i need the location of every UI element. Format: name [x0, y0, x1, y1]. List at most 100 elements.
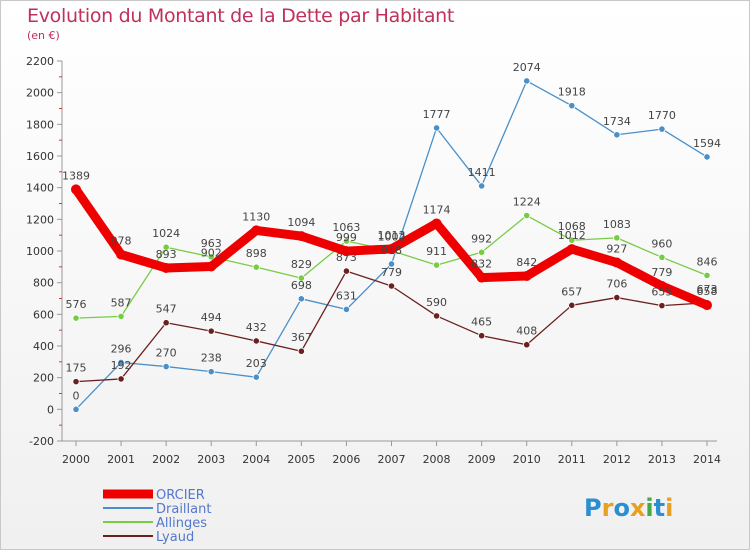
series-layer: [71, 77, 712, 413]
chart-unit: (en €): [27, 29, 60, 42]
data-point-lyaud: [568, 301, 576, 309]
data-label-allinges: 587: [111, 296, 132, 309]
y-tick-label: 2200: [26, 55, 54, 68]
y-tick-label: 600: [33, 308, 54, 321]
x-tick-label: 2013: [648, 453, 676, 466]
data-point-draillant: [72, 405, 80, 413]
legend-label-lyaud: Lyaud: [156, 530, 194, 545]
data-label-orcier: 832: [471, 258, 492, 271]
data-label-lyaud: 367: [291, 331, 312, 344]
data-point-allinges: [703, 271, 711, 279]
data-point-lyaud: [297, 347, 305, 355]
data-label-lyaud: 873: [336, 251, 357, 264]
data-point-lyaud: [387, 282, 396, 290]
data-point-orcier: [386, 243, 397, 254]
data-point-orcier: [206, 261, 217, 272]
legend-label-draillant: Draillant: [156, 502, 211, 517]
data-label-allinges: 960: [651, 237, 672, 250]
data-label-lyaud: 706: [606, 278, 627, 291]
data-point-draillant: [342, 305, 351, 314]
data-point-allinges: [117, 312, 125, 320]
data-point-orcier: [656, 280, 667, 291]
data-point-allinges: [478, 248, 486, 256]
data-point-draillant: [432, 124, 441, 132]
x-tick-label: 2003: [197, 453, 225, 466]
data-point-allinges: [613, 234, 621, 242]
data-point-allinges: [342, 237, 351, 245]
data-label-lyaud: 465: [471, 316, 492, 329]
data-point-draillant: [387, 260, 396, 268]
axes: -200 0 200 400 600 800 1000 1200 1400 1600 1800 200…: [26, 55, 721, 466]
data-label-draillant: 270: [156, 347, 177, 360]
data-point-lyaud: [117, 375, 125, 383]
data-point-lyaud: [432, 312, 441, 320]
data-label-draillant: 1918: [558, 86, 586, 99]
data-point-allinges: [162, 243, 170, 251]
data-point-lyaud: [658, 302, 666, 310]
data-label-orcier: 1130: [242, 210, 270, 223]
data-point-orcier: [161, 262, 172, 273]
x-tick-label: 2007: [378, 453, 406, 466]
logo-letter: o: [613, 494, 630, 522]
data-label-draillant: 1770: [648, 109, 676, 122]
data-point-allinges: [252, 263, 260, 271]
data-label-draillant: 1411: [468, 166, 496, 179]
data-label-draillant: 1594: [693, 137, 721, 150]
x-tick-label: 2009: [468, 453, 496, 466]
data-point-lyaud: [613, 293, 621, 302]
data-point-orcier: [116, 249, 127, 260]
x-tick-label: 2011: [558, 453, 586, 466]
x-tick-label: 2004: [242, 453, 270, 466]
data-labels-layer: 0 296 270 238 203 698 631 918 1777 1411 2074 1918 17…: [62, 61, 721, 402]
x-tick-label: 2008: [423, 453, 451, 466]
data-point-orcier: [611, 257, 622, 268]
y-tick-label: 400: [33, 340, 54, 353]
data-point-orcier: [431, 218, 442, 229]
legend-label-allinges: Allinges: [156, 516, 207, 531]
data-point-draillant: [207, 368, 215, 376]
x-tick-label: 2014: [693, 453, 721, 466]
data-label-orcier: 978: [111, 234, 132, 247]
data-label-orcier: 893: [156, 248, 177, 261]
data-point-lyaud: [162, 319, 170, 327]
data-label-allinges: 963: [201, 237, 222, 250]
data-label-lyaud: 432: [246, 321, 267, 334]
data-label-orcier: 842: [516, 256, 537, 269]
logo-letter: t: [654, 494, 665, 522]
data-label-allinges: 992: [471, 232, 492, 245]
data-point-draillant: [658, 125, 666, 133]
data-point-allinges: [568, 236, 576, 244]
logo-letter: i: [645, 494, 653, 522]
data-label-orcier: 999: [336, 231, 357, 244]
logo-letter: i: [665, 494, 673, 522]
data-label-orcier: 779: [651, 266, 672, 279]
data-label-draillant: 296: [111, 342, 132, 355]
data-label-draillant: 203: [246, 357, 267, 370]
y-tick-label: -200: [29, 435, 54, 448]
proxiti-logo-text: Proxiti: [584, 494, 673, 522]
data-label-lyaud: 494: [201, 311, 222, 324]
chart-title: Evolution du Montant de la Dette par Hab…: [27, 5, 455, 27]
x-tick-label: 2006: [332, 453, 360, 466]
data-point-orcier: [251, 225, 262, 236]
data-label-draillant: 1734: [603, 115, 631, 128]
y-tick-label: 0: [47, 403, 54, 416]
data-point-draillant: [523, 77, 531, 85]
y-tick-label: 1800: [26, 118, 54, 131]
data-label-allinges: 829: [291, 258, 312, 271]
data-label-orcier: 902: [201, 247, 222, 260]
x-tick-label: 2005: [287, 453, 315, 466]
data-point-draillant: [252, 373, 260, 381]
data-label-orcier: 658: [697, 285, 718, 298]
data-point-lyaud: [478, 332, 486, 340]
data-point-allinges: [207, 253, 215, 261]
data-label-lyaud: 673: [697, 283, 718, 296]
data-label-draillant: 631: [336, 289, 357, 302]
data-label-allinges: 846: [697, 255, 718, 268]
data-label-orcier: 1012: [558, 229, 586, 242]
data-label-draillant: 1777: [423, 108, 451, 121]
data-label-lyaud: 192: [111, 359, 132, 372]
